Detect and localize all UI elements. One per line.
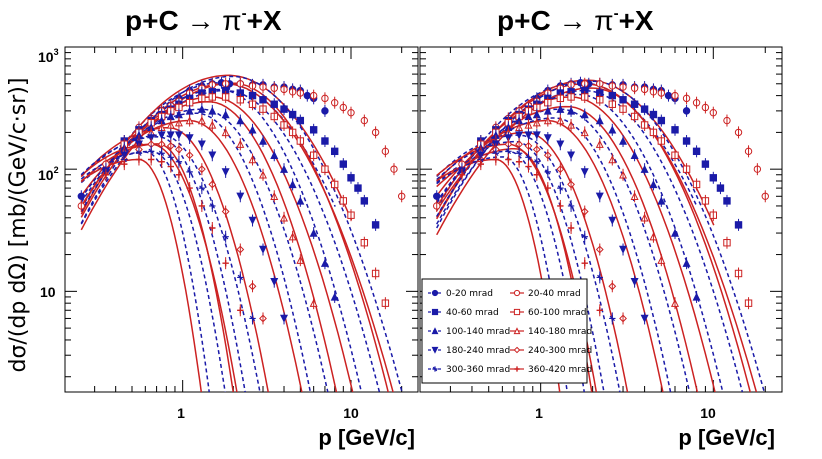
model-curve xyxy=(436,140,605,392)
model-curve xyxy=(436,150,585,392)
legend-marker xyxy=(431,308,439,316)
right-x-axis-label: p [GeV/c] xyxy=(678,425,775,450)
legend-label: 60-100 mrad xyxy=(528,308,586,318)
plot-frame xyxy=(64,46,419,393)
left-chart-title: p+C → π-+X xyxy=(125,5,282,36)
model-curve xyxy=(80,126,269,392)
legend-label: 0-20 mrad xyxy=(446,289,493,299)
left-x-tick-label-1: 1 xyxy=(177,405,185,421)
legend-marker xyxy=(431,346,439,354)
left-x-axis-label: p [GeV/c] xyxy=(318,425,415,450)
left-panel xyxy=(64,46,419,393)
plot-frame xyxy=(419,46,783,393)
model-curve xyxy=(436,93,724,392)
legend-marker xyxy=(514,366,520,372)
model-curve xyxy=(80,75,403,392)
right-x-tick-label-1: 1 xyxy=(535,405,543,421)
right-x-tick-label-10: 10 xyxy=(700,405,716,421)
legend-label: 20-40 mrad xyxy=(528,289,581,299)
legend-label: 300-360 mrad xyxy=(446,365,510,375)
right-panel xyxy=(419,46,783,393)
model-curve xyxy=(80,143,234,392)
legend-label: 40-60 mrad xyxy=(446,308,499,318)
model-curve xyxy=(436,147,593,392)
model-curve xyxy=(80,150,226,392)
right-chart-title: p+C → π-+X xyxy=(497,5,654,36)
y-tick-label-1000: 103 xyxy=(38,47,59,65)
model-curve xyxy=(80,143,238,392)
model-curve xyxy=(436,117,672,392)
model-curves xyxy=(436,79,766,392)
model-curve xyxy=(80,136,246,392)
legend-label: 360-420 mrad xyxy=(528,365,592,375)
model-curve xyxy=(436,143,598,392)
legend-label: 240-300 mrad xyxy=(528,346,592,356)
model-curve xyxy=(80,151,210,392)
y-tick-label-100: 102 xyxy=(38,165,59,183)
left-x-tick-label-10: 10 xyxy=(343,405,359,421)
legend-label: 180-240 mrad xyxy=(446,346,510,356)
legend-marker xyxy=(513,308,521,316)
model-curve xyxy=(80,112,312,392)
y-tick-label-10: 10 xyxy=(40,284,56,300)
legend-box xyxy=(421,278,588,384)
model-curve xyxy=(436,96,716,392)
model-curves xyxy=(80,74,403,392)
legend: 0-20 mrad 20-40 mrad 40-60 mrad 60-100 mrad… xyxy=(421,278,592,384)
model-curve xyxy=(436,131,629,392)
legend-marker xyxy=(513,289,521,297)
legend-marker xyxy=(432,366,438,372)
model-curve xyxy=(436,158,561,392)
legend-marker xyxy=(431,289,439,297)
model-curve xyxy=(436,156,568,392)
legend-label: 100-140 mrad xyxy=(446,327,510,337)
model-curve xyxy=(80,158,203,392)
y-axis-label: dσ/(dp dΩ) [mb/(GeV/c·sr)] xyxy=(6,78,31,373)
model-curve xyxy=(80,88,363,392)
legend-marker xyxy=(431,327,439,335)
legend-marker xyxy=(513,327,521,335)
model-curve xyxy=(436,87,751,392)
legend-marker xyxy=(513,346,521,354)
model-curve xyxy=(436,81,698,210)
legend-label: 140-180 mrad xyxy=(528,327,592,337)
